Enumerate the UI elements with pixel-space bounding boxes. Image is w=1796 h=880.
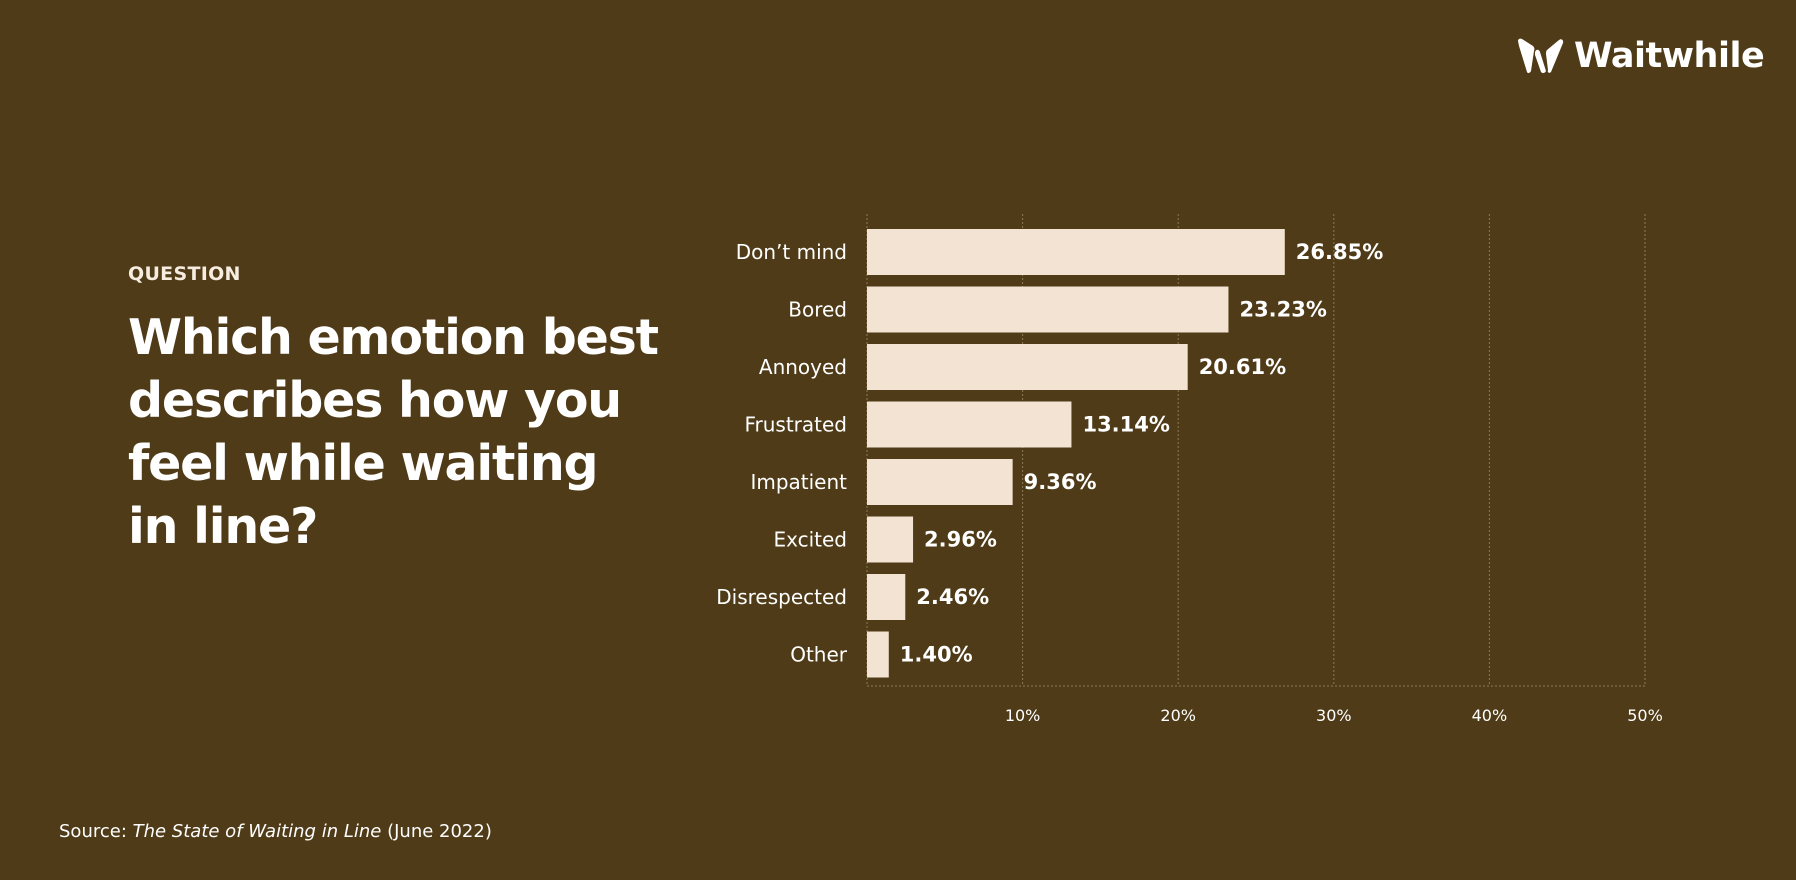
category-label: Don’t mind	[736, 240, 847, 264]
value-label: 2.46%	[916, 585, 989, 609]
brand-name: Waitwhile	[1574, 36, 1765, 76]
bar	[867, 631, 889, 678]
category-label: Excited	[773, 528, 847, 552]
bar	[867, 286, 1229, 333]
value-label: 9.36%	[1024, 470, 1097, 494]
question-line: describes how you	[128, 372, 622, 429]
brand-logo: Waitwhile	[1518, 36, 1765, 76]
x-tick-label: 10%	[1005, 706, 1041, 725]
waitwhile-w-icon	[1518, 38, 1564, 74]
question-line: in line?	[128, 498, 318, 555]
bar	[867, 344, 1188, 390]
value-label: 20.61%	[1199, 355, 1286, 379]
category-label: Disrespected	[716, 585, 847, 609]
x-tick-label: 40%	[1472, 706, 1508, 725]
value-label: 13.14%	[1082, 413, 1169, 437]
x-tick-label: 30%	[1316, 706, 1352, 725]
question-line: feel while waiting	[128, 435, 599, 492]
value-label: 2.96%	[924, 528, 997, 552]
source-note: Source: The State of Waiting in Line (Ju…	[59, 821, 492, 842]
value-label: 23.23%	[1239, 298, 1326, 322]
bar	[867, 401, 1072, 448]
category-label: Bored	[788, 298, 847, 322]
value-label: 26.85%	[1296, 240, 1383, 264]
question-heading: Which emotion best describes how you fee…	[128, 306, 688, 558]
question-eyebrow: QUESTION	[128, 263, 241, 285]
x-tick-label: 20%	[1160, 706, 1196, 725]
source-title: The State of Waiting in Line	[132, 821, 382, 842]
bar	[867, 459, 1013, 505]
question-line: Which emotion best	[128, 309, 659, 366]
bar	[867, 229, 1285, 275]
x-tick-label: 50%	[1627, 706, 1663, 725]
value-label: 1.40%	[900, 643, 973, 667]
source-suffix: (June 2022)	[381, 821, 492, 842]
category-label: Impatient	[750, 470, 847, 494]
category-label: Frustrated	[744, 413, 847, 437]
category-label: Other	[790, 643, 848, 667]
bar	[867, 574, 906, 620]
source-prefix: Source:	[59, 821, 133, 842]
bar	[867, 516, 914, 563]
category-label: Annoyed	[759, 355, 847, 379]
